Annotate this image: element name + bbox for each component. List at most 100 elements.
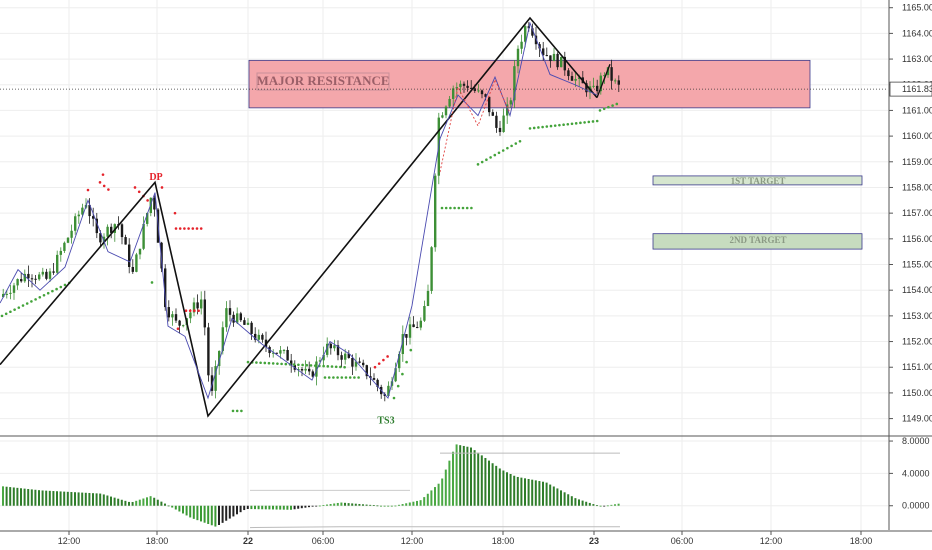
candle-body [509,100,512,105]
zigzag-line [0,16,598,418]
osc-bar [542,481,544,506]
osc-bar [574,498,577,506]
candle-body [470,87,473,89]
candle-body [462,83,466,86]
osc-bar [185,505,188,516]
stop-dot [102,184,106,188]
price-tick-label: 1158.00 [902,182,932,192]
stop-dot [562,123,565,127]
candle-body [34,278,37,280]
osc-bar [77,492,80,506]
time-tick-label: 12:00 [760,536,783,546]
osc-bar [416,500,418,506]
osc-bar [434,487,436,506]
stop-dot [176,327,180,331]
osc-bar [149,496,152,506]
stop-dot [55,287,58,291]
stop-dot [107,188,110,191]
candle-body [452,88,455,99]
osc-bar [257,505,260,510]
stop-dot [34,298,37,301]
stop-dot [178,227,182,230]
stop-dot [63,283,67,287]
osc-bar [290,505,292,510]
osc-bar [56,491,58,506]
annotations: DP TS3 [149,172,394,427]
stop-dot [150,281,154,284]
candle-body [120,224,124,238]
osc-bar [484,457,487,506]
osc-bar [239,505,242,513]
stop-dot [187,227,190,230]
candle-body [254,333,257,340]
osc-bar [120,499,123,506]
oscillator-pane [2,444,620,529]
candle-body [232,314,235,323]
osc-bar [585,501,588,506]
stop-dot [485,158,488,162]
stop-dot [339,365,342,369]
osc-bar [326,504,328,506]
candle-body [131,266,134,272]
candle-body [95,218,98,234]
osc-bar [200,505,202,522]
stop-dot [133,186,137,189]
candle-body [74,216,77,231]
stop-dot [348,376,352,379]
osc-bar [549,484,552,506]
candle-body [477,90,480,92]
candle-body [426,290,430,306]
price-tick-label: 1150.00 [902,388,932,398]
osc-bar [164,503,166,506]
stop-dot [184,309,188,313]
osc-bar [128,501,130,506]
osc-bar [102,494,105,506]
candle-body [81,207,84,215]
candle-body [603,75,606,77]
candles [2,22,620,402]
stop-dot [173,211,177,215]
candle-body [239,313,242,321]
osc-bar [246,505,249,510]
candle-body [347,353,350,358]
candle-body [160,242,163,269]
stop-dot [51,289,54,293]
stop-dot [280,362,283,366]
stop-dot [38,296,42,299]
osc-bar [304,505,307,508]
candle-body [275,352,278,354]
candle-body [77,214,80,217]
stop-dot [160,186,164,189]
candle-body [2,293,5,298]
candle-body [488,96,491,113]
stop-dot [532,126,536,130]
candle-body [401,334,404,355]
candle-body [326,343,329,355]
osc-bar [66,491,69,506]
candle-body [124,237,127,245]
stop-dot [334,365,338,369]
candle-body [538,44,541,49]
stop-dot [271,362,275,365]
osc-bar [214,505,217,527]
osc-bar [336,502,339,506]
osc-bar [560,490,562,506]
stop-dot [353,376,356,379]
osc-bar [106,495,109,506]
osc-bar [520,477,523,506]
candle-body [300,369,304,371]
osc-bar [358,503,361,506]
osc-bar [588,502,591,506]
osc-bar [398,504,400,506]
stop-dot [174,227,178,230]
osc-bar [322,505,325,506]
osc-bar [376,505,379,507]
candle-body [383,394,386,397]
candle-body [545,55,548,57]
candle-body [459,83,462,88]
osc-tick-label: 4.0000 [902,468,930,478]
candle-body [23,273,26,282]
stop-dot [444,206,448,210]
